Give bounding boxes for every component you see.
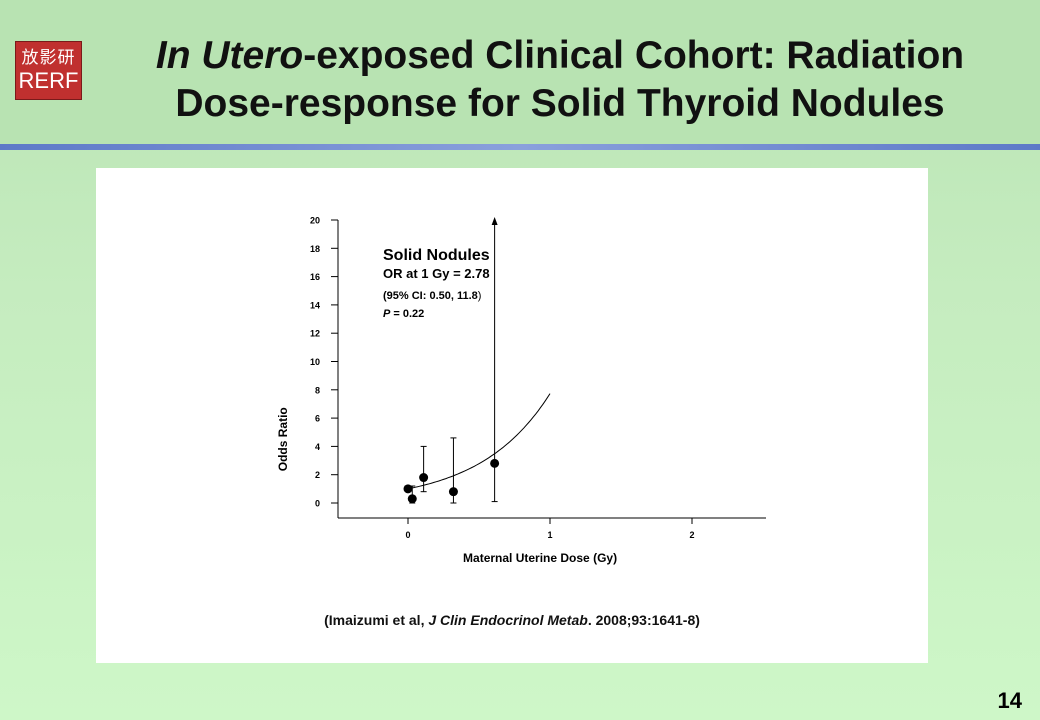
fitted-curve (407, 393, 551, 490)
chart-panel: 0 2 4 6 8 10 12 14 16 18 20 0 1 2 Maternal Uterine Dos… (96, 168, 928, 663)
logo-text: RERF (18, 68, 79, 93)
x-tick-label: 0 (405, 530, 410, 540)
slide-header (0, 0, 1040, 146)
annotation-ci: (95% CI: 0.50, 11.8) (383, 290, 481, 302)
y-tick-label: 16 (310, 272, 320, 282)
data-point (448, 487, 458, 497)
x-tick-label: 2 (689, 530, 694, 540)
annotation-p-rest: = 0.22 (390, 308, 424, 320)
y-tick-label: 0 (315, 499, 320, 509)
rerf-logo: 放影研 RERF (15, 41, 82, 100)
y-tick-label: 20 (310, 216, 320, 226)
header-divider (0, 144, 1040, 150)
y-tick-label: 4 (315, 442, 320, 452)
error-bar-arrow (491, 217, 498, 225)
chart-title: Solid Nodules (383, 247, 490, 264)
title-line1-rest: -exposed Clinical Cohort: Radiation (303, 34, 965, 77)
citation: (Imaizumi et al, J Clin Endocrinol Metab… (96, 612, 928, 628)
y-tick-label: 18 (310, 244, 320, 254)
y-tick-label: 10 (310, 357, 320, 367)
data-point (403, 484, 413, 494)
annotation-ci-suffix: ) (478, 290, 482, 302)
citation-prefix: (Imaizumi et al, (324, 612, 429, 628)
data-point (490, 458, 500, 468)
citation-journal: J Clin Endocrinol Metab (428, 612, 588, 628)
annotation-p: P = 0.22 (383, 308, 424, 320)
data-point (407, 494, 417, 504)
x-tick-label: 1 (547, 530, 552, 540)
annotation-or: OR at 1 Gy = 2.78 (383, 266, 490, 281)
annotation-ci-prefix: (95% CI: 0.50, 11.8 (383, 290, 478, 302)
annotation-p-italic: P (383, 308, 391, 320)
y-tick-label: 6 (315, 414, 320, 424)
title-italic: In Utero (155, 34, 304, 77)
y-tick-label: 8 (315, 385, 320, 395)
logo-kanji: 放影研 (21, 48, 76, 68)
citation-suffix: . 2008;93:1641-8) (587, 612, 700, 628)
page-number: 14 (997, 688, 1022, 713)
data-point (419, 473, 429, 483)
page-title: In Utero-exposed Clinical Cohort: Radiat… (100, 32, 1020, 128)
x-axis-label: Maternal Uterine Dose (Gy) (463, 551, 617, 565)
title-line2: Dose-response for Solid Thyroid Nodules (175, 82, 945, 125)
y-tick-label: 12 (310, 329, 320, 339)
y-axis-label: Odds Ratio (276, 407, 290, 471)
y-tick-label: 2 (315, 470, 320, 480)
y-tick-label: 14 (310, 300, 320, 310)
